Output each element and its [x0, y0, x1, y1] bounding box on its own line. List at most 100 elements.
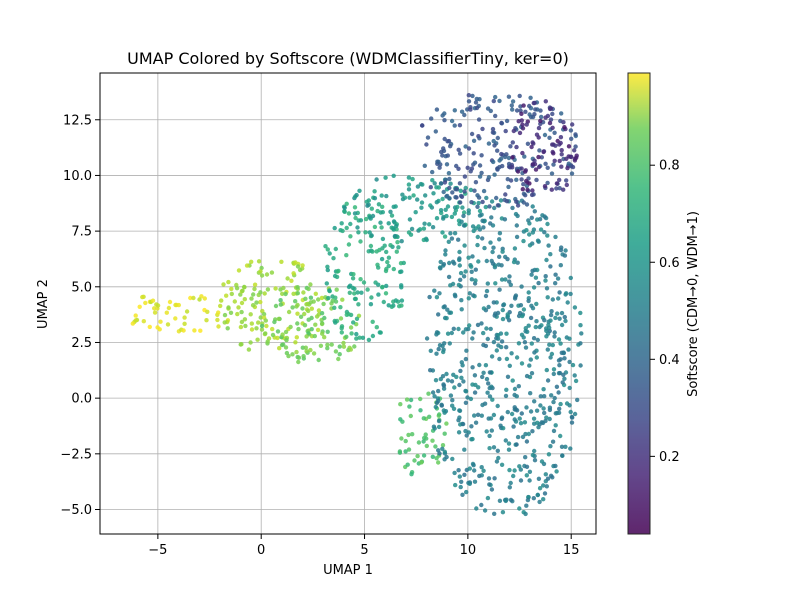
scatter-point	[517, 506, 522, 511]
scatter-point	[496, 343, 501, 348]
colorbar-gradient	[627, 72, 651, 535]
scatter-point	[350, 276, 356, 281]
scatter-point	[488, 240, 493, 245]
scatter-point	[499, 462, 505, 467]
scatter-point	[321, 301, 326, 307]
scatter-point	[439, 149, 444, 155]
scatter-point	[438, 162, 443, 167]
scatter-point	[437, 291, 442, 296]
scatter-point	[373, 280, 378, 285]
scatter-point	[335, 269, 340, 274]
scatter-point	[383, 175, 388, 180]
scatter-point	[452, 470, 457, 476]
scatter-point	[501, 302, 507, 307]
scatter-point	[450, 398, 455, 403]
scatter-point	[551, 428, 557, 434]
scatter-point	[457, 181, 463, 186]
scatter-point	[395, 240, 400, 245]
scatter-point	[219, 298, 224, 303]
scatter-point	[379, 256, 385, 262]
scatter-point	[578, 363, 583, 368]
scatter-point	[421, 439, 426, 444]
scatter-point	[344, 334, 349, 339]
scatter-point	[531, 416, 537, 421]
scatter-point	[563, 248, 568, 253]
scatter-point	[469, 200, 474, 205]
scatter-point	[519, 111, 524, 117]
scatter-point	[467, 466, 472, 471]
scatter-point	[304, 349, 309, 354]
scatter-point	[293, 260, 298, 265]
scatter-point	[286, 309, 292, 315]
scatter-point	[503, 498, 508, 504]
scatter-point	[458, 200, 463, 205]
scatter-point	[280, 291, 285, 296]
scatter-point	[533, 324, 538, 330]
scatter-point	[514, 355, 520, 360]
scatter-point	[350, 285, 356, 291]
scatter-point	[340, 297, 345, 302]
scatter-point	[488, 326, 493, 332]
scatter-point	[192, 328, 197, 333]
scatter-point	[541, 406, 546, 411]
scatter-point	[304, 302, 309, 307]
scatter-point	[548, 117, 554, 122]
scatter-point	[344, 225, 349, 231]
scatter-point	[479, 465, 484, 470]
scatter-point	[477, 227, 483, 232]
scatter-point	[523, 109, 528, 115]
scatter-point	[428, 203, 433, 208]
scatter-point	[270, 332, 276, 338]
scatter-point	[555, 276, 561, 281]
scatter-point	[517, 464, 522, 469]
scatter-point	[332, 305, 337, 310]
scatter-point	[358, 277, 363, 282]
scatter-point	[279, 259, 284, 264]
colorbar-ticks: 0.2 0.4 0.6 0.8	[650, 159, 680, 465]
scatter-point	[504, 387, 509, 392]
scatter-point	[522, 340, 528, 345]
scatter-point	[481, 342, 486, 348]
scatter-point	[442, 449, 447, 454]
scatter-point	[499, 416, 504, 421]
scatter-point	[423, 236, 429, 241]
scatter-point	[243, 323, 248, 329]
scatter-point	[557, 158, 562, 164]
scatter-point	[396, 245, 401, 250]
scatter-point	[454, 187, 460, 192]
scatter-point	[550, 439, 556, 444]
scatter-point	[523, 511, 528, 517]
scatter-point	[338, 316, 344, 321]
scatter-point	[550, 111, 555, 117]
scatter-point	[514, 144, 519, 150]
scatter-point	[238, 292, 243, 297]
scatter-point	[399, 298, 405, 303]
scatter-point	[460, 421, 466, 427]
scatter-point	[562, 253, 568, 258]
scatter-point	[416, 440, 422, 445]
scatter-point	[554, 181, 560, 186]
scatter-point	[323, 244, 328, 249]
scatter-point	[542, 318, 547, 323]
scatter-point	[302, 323, 308, 328]
scatter-point	[461, 213, 466, 219]
scatter-point	[555, 311, 560, 316]
scatter-point	[503, 128, 508, 134]
scatter-point	[399, 239, 404, 244]
scatter-point	[535, 420, 540, 425]
scatter-point	[523, 345, 529, 350]
scatter-point	[463, 400, 469, 405]
scatter-point	[497, 98, 502, 104]
scatter-point	[477, 473, 482, 479]
scatter-point	[539, 155, 544, 160]
scatter-point	[549, 351, 555, 357]
scatter-point	[141, 319, 146, 324]
scatter-point	[370, 319, 375, 324]
scatter-point	[552, 158, 557, 163]
scatter-point	[453, 195, 458, 200]
scatter-point	[546, 452, 552, 457]
scatter-point	[545, 180, 550, 186]
scatter-point	[550, 125, 555, 130]
scatter-point	[433, 404, 438, 410]
scatter-point	[360, 335, 366, 340]
